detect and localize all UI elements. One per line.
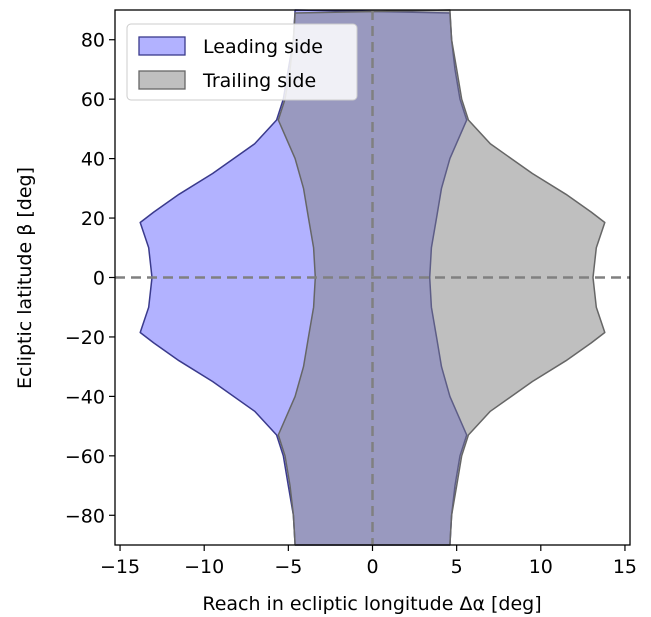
y-tick-label: 0 — [93, 268, 105, 290]
y-tick-label: 60 — [81, 89, 105, 111]
reference-lines — [115, 10, 630, 545]
legend-label-leading: Leading side — [203, 36, 323, 58]
x-tick-label: −5 — [274, 556, 302, 578]
y-tick-label: −40 — [65, 386, 105, 408]
y-tick-label: 20 — [81, 208, 105, 230]
x-tick-label: −15 — [100, 556, 140, 578]
x-tick-label: 15 — [613, 556, 637, 578]
legend-label-trailing: Trailing side — [202, 70, 316, 92]
y-axis: −80 −60 −40 −20 0 20 40 60 80 — [65, 30, 115, 527]
y-tick-label: −20 — [65, 327, 105, 349]
x-axis-label: Reach in ecliptic longitude Δα [deg] — [202, 593, 541, 615]
legend-swatch-leading — [138, 36, 186, 56]
y-tick-label: −80 — [65, 505, 105, 527]
x-tick-label: −10 — [184, 556, 224, 578]
y-tick-label: −60 — [65, 446, 105, 468]
x-tick-label: 5 — [451, 556, 463, 578]
y-tick-label: 40 — [81, 149, 105, 171]
x-axis: −15 −10 −5 0 5 10 15 — [100, 545, 637, 578]
legend: Leading side Trailing side — [126, 23, 358, 101]
x-tick-label: 10 — [529, 556, 553, 578]
legend-swatch-trailing — [138, 70, 186, 90]
x-tick-label: 0 — [366, 556, 378, 578]
y-tick-label: 80 — [81, 30, 105, 52]
y-axis-label: Ecliptic latitude β [deg] — [14, 167, 36, 389]
